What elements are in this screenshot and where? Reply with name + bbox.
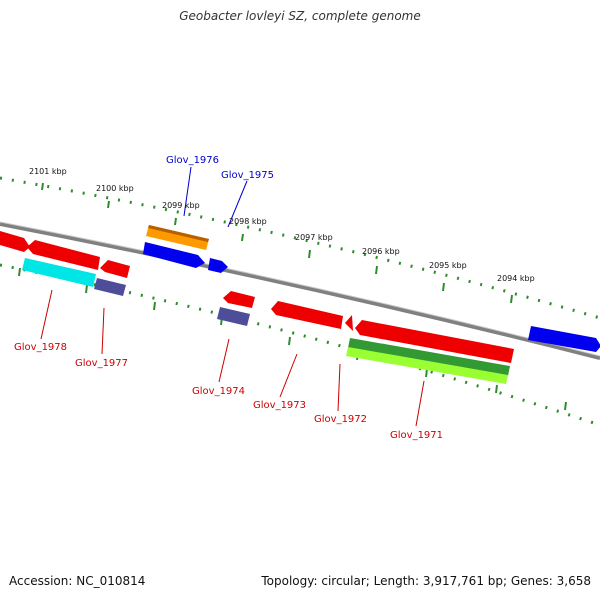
gene-green-bar[interactable]: [348, 338, 510, 376]
reverse-genes: [22, 258, 600, 384]
leader-glov-1977: [101, 307, 105, 355]
topology-text: Topology: circular; Length: 3,917,761 bp…: [261, 574, 591, 588]
gene-arrow-red[interactable]: [100, 260, 130, 278]
ruler-tick-2100: [107, 200, 110, 209]
leader-glov-1971: [415, 380, 425, 427]
forward-genes: [0, 225, 228, 278]
leader-glov-1978: [40, 289, 53, 340]
gene-arrow-blue[interactable]: [143, 242, 205, 268]
leader-glov-1973: [279, 353, 298, 398]
ruler-label-2096: 2096 kbp: [362, 247, 400, 256]
ruler-tick-2094: [510, 294, 513, 304]
inner-tick-3: [153, 301, 156, 311]
gene-glov-1977-bar[interactable]: [94, 278, 126, 296]
label-glov-1978[interactable]: Glov_1978: [14, 342, 67, 353]
inner-tick-1: [18, 267, 21, 277]
genome-backbone: [0, 222, 600, 360]
inner-tick-7: [425, 368, 428, 378]
ruler-label-2099: 2099 kbp: [162, 201, 200, 210]
leader-glov-1975: [227, 180, 248, 228]
label-glov-1971[interactable]: Glov_1971: [390, 430, 443, 441]
gene-glov-1978-bar[interactable]: [22, 258, 96, 287]
gene-glov-1972-arrow[interactable]: [345, 315, 353, 331]
map-title: Geobacter lovleyi SZ, complete genome: [179, 9, 421, 23]
label-glov-1976[interactable]: Glov_1976: [166, 155, 219, 166]
ruler-label-2101: 2101 kbp: [29, 167, 67, 176]
inner-tick-5: [288, 336, 291, 346]
leader-lines: [40, 166, 425, 427]
gene-arrow-red[interactable]: [0, 231, 30, 252]
leader-glov-1974: [218, 338, 230, 383]
ruler-label-2098: 2098 kbp: [229, 217, 267, 226]
leader-glov-1972: [337, 363, 341, 412]
ruler-label-2095: 2095 kbp: [429, 261, 467, 270]
outer-ruler-dots: [0, 176, 600, 320]
inner-tick-9: [564, 401, 567, 411]
genome-backbone-highlight: [0, 221, 600, 357]
label-glov-1972[interactable]: Glov_1972: [314, 414, 367, 425]
ruler-tick-2097: [308, 249, 311, 259]
inner-tick-2: [85, 284, 88, 294]
gene-glov-1976-bar-edge: [148, 225, 209, 242]
gene-glov-1973-arrow[interactable]: [271, 301, 343, 329]
gene-lime-bar[interactable]: [346, 347, 508, 384]
ruler-label-2094: 2094 kbp: [497, 274, 535, 283]
ruler-tick-2101: [41, 182, 44, 191]
gene-glov-1975-arrow[interactable]: [208, 258, 228, 273]
gene-glov-1974-bar[interactable]: [217, 307, 250, 326]
label-glov-1975[interactable]: Glov_1975: [221, 170, 274, 181]
gene-glov-1976-bar[interactable]: [146, 225, 209, 250]
gene-arrow-blue[interactable]: [528, 326, 600, 352]
ruler-label-2100: 2100 kbp: [96, 184, 134, 193]
label-glov-1977[interactable]: Glov_1977: [75, 358, 128, 369]
outer-ruler: 2101 kbp 2100 kbp 2099 kbp 2098 kbp 2097…: [0, 167, 600, 320]
inner-tick-8: [495, 384, 498, 394]
accession-text: Accession: NC_010814: [9, 574, 146, 588]
label-glov-1974[interactable]: Glov_1974: [192, 386, 245, 397]
gene-labels: Glov_1976 Glov_1975 Glov_1978 Glov_1977 …: [14, 155, 443, 441]
gene-arrow-red[interactable]: [223, 291, 255, 308]
ruler-tick-2096: [375, 265, 378, 275]
ruler-label-2097: 2097 kbp: [295, 233, 333, 242]
ruler-tick-2095: [442, 282, 445, 292]
label-glov-1973[interactable]: Glov_1973: [253, 400, 306, 411]
gene-glov-1971-arrow[interactable]: [355, 320, 514, 363]
ruler-tick-2099: [174, 217, 177, 226]
leader-glov-1976: [183, 166, 192, 217]
gene-arrow-red[interactable]: [27, 240, 100, 270]
ruler-tick-2098: [241, 233, 244, 242]
